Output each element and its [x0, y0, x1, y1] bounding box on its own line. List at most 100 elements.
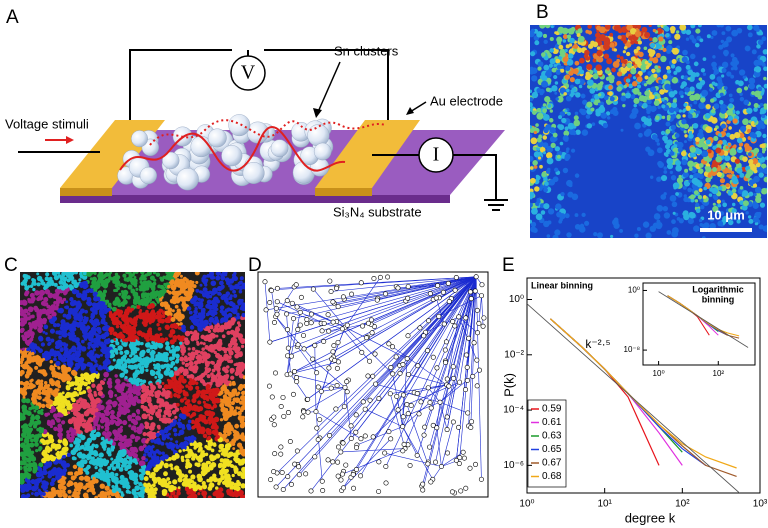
cluster-dot: [87, 416, 94, 423]
cluster-dot: [127, 383, 132, 388]
cluster-dot: [91, 456, 95, 460]
texture-dot: [739, 200, 744, 206]
cluster-dot: [174, 452, 179, 457]
cluster-dot: [20, 437, 24, 442]
cluster-dot: [144, 484, 149, 489]
texture-dot: [675, 192, 679, 196]
cluster-dot: [151, 444, 155, 449]
texture-dot: [592, 41, 599, 48]
cluster-dot: [41, 281, 46, 286]
cluster-dot: [173, 432, 178, 437]
cluster-dot: [171, 410, 177, 415]
texture-dot: [710, 98, 715, 103]
texture-dot: [536, 31, 543, 38]
cluster-dot: [30, 438, 34, 443]
cluster-dot: [67, 480, 73, 486]
texture-dot: [543, 127, 549, 134]
cluster-dot: [32, 287, 36, 292]
texture-dot: [751, 158, 759, 165]
cluster-dot: [95, 431, 101, 438]
cluster-dot: [233, 346, 238, 351]
texture-dot: [537, 66, 542, 71]
cluster-dot: [108, 394, 114, 399]
cluster-dot: [100, 348, 104, 353]
texture-dot: [704, 166, 708, 170]
texture-dot: [616, 86, 623, 92]
cluster-dot: [80, 363, 87, 369]
cluster-dot: [229, 460, 233, 464]
texture-dot: [744, 145, 751, 152]
texture-dot: [731, 188, 737, 194]
cluster-dot: [130, 288, 136, 294]
cluster-dot: [148, 390, 153, 394]
cluster-dot: [183, 474, 189, 479]
cluster-dot: [238, 353, 243, 357]
cluster-dot: [179, 398, 185, 403]
cluster-dot: [204, 452, 209, 457]
cluster-dot: [42, 467, 47, 472]
cluster-dot: [200, 313, 206, 320]
cluster-dot: [52, 322, 58, 328]
texture-dot: [761, 114, 766, 119]
cluster-dot: [125, 489, 130, 494]
cluster-dot: [97, 424, 101, 428]
cluster-dot: [25, 398, 31, 404]
cluster-dot: [184, 339, 190, 346]
texture-dot: [597, 93, 602, 97]
cluster-dot: [150, 349, 155, 354]
cluster-dot: [159, 430, 163, 435]
cluster-dot: [62, 493, 68, 498]
cluster-dot: [193, 405, 200, 411]
texture-dot: [560, 65, 564, 70]
texture-dot: [553, 136, 558, 142]
cluster-dot: [182, 407, 189, 414]
texture-dot: [651, 134, 658, 140]
texture-dot: [585, 114, 591, 119]
cluster-dot: [209, 272, 214, 276]
cluster-dot: [127, 393, 134, 399]
cluster-dot: [85, 454, 90, 459]
texture-dot: [689, 86, 695, 92]
cluster-dot: [116, 496, 120, 498]
texture-dot: [658, 222, 662, 226]
texture-dot: [620, 128, 624, 132]
cluster-dot: [67, 356, 73, 363]
cluster-dot: [159, 332, 163, 337]
cluster-dot: [129, 446, 135, 453]
cluster-dot: [60, 479, 66, 486]
texture-dot: [756, 44, 761, 49]
texture-dot: [537, 156, 542, 160]
cluster-dot: [184, 364, 188, 368]
cluster-dot: [38, 385, 44, 391]
texture-dot: [687, 187, 693, 193]
texture-dot: [683, 130, 687, 134]
cluster-dot: [118, 467, 124, 472]
texture-dot: [590, 98, 595, 103]
texture-dot: [543, 39, 548, 45]
texture-dot: [595, 32, 601, 39]
cluster-dot: [146, 348, 151, 354]
texture-dot: [666, 44, 673, 52]
cluster-dot: [235, 392, 240, 397]
cluster-dot: [131, 412, 137, 418]
texture-dot: [670, 75, 674, 79]
cluster-dot: [139, 460, 145, 466]
cluster-dot: [42, 487, 47, 491]
cluster-dot: [157, 292, 163, 298]
texture-dot: [542, 103, 547, 107]
texture-dot: [712, 194, 718, 200]
cluster-dot: [153, 466, 159, 473]
texture-dot: [631, 107, 639, 115]
cluster-dot: [233, 331, 240, 337]
cluster-dot: [215, 373, 220, 377]
texture-dot: [717, 203, 722, 208]
texture-dot: [687, 113, 693, 119]
cluster-dot: [226, 365, 230, 369]
cluster-dot: [204, 345, 210, 350]
cluster-dot: [135, 377, 141, 383]
texture-dot: [547, 158, 553, 164]
cluster-dot: [22, 273, 27, 278]
cluster-dot: [59, 347, 64, 353]
texture-dot: [698, 77, 703, 81]
texture-dot: [562, 167, 569, 174]
